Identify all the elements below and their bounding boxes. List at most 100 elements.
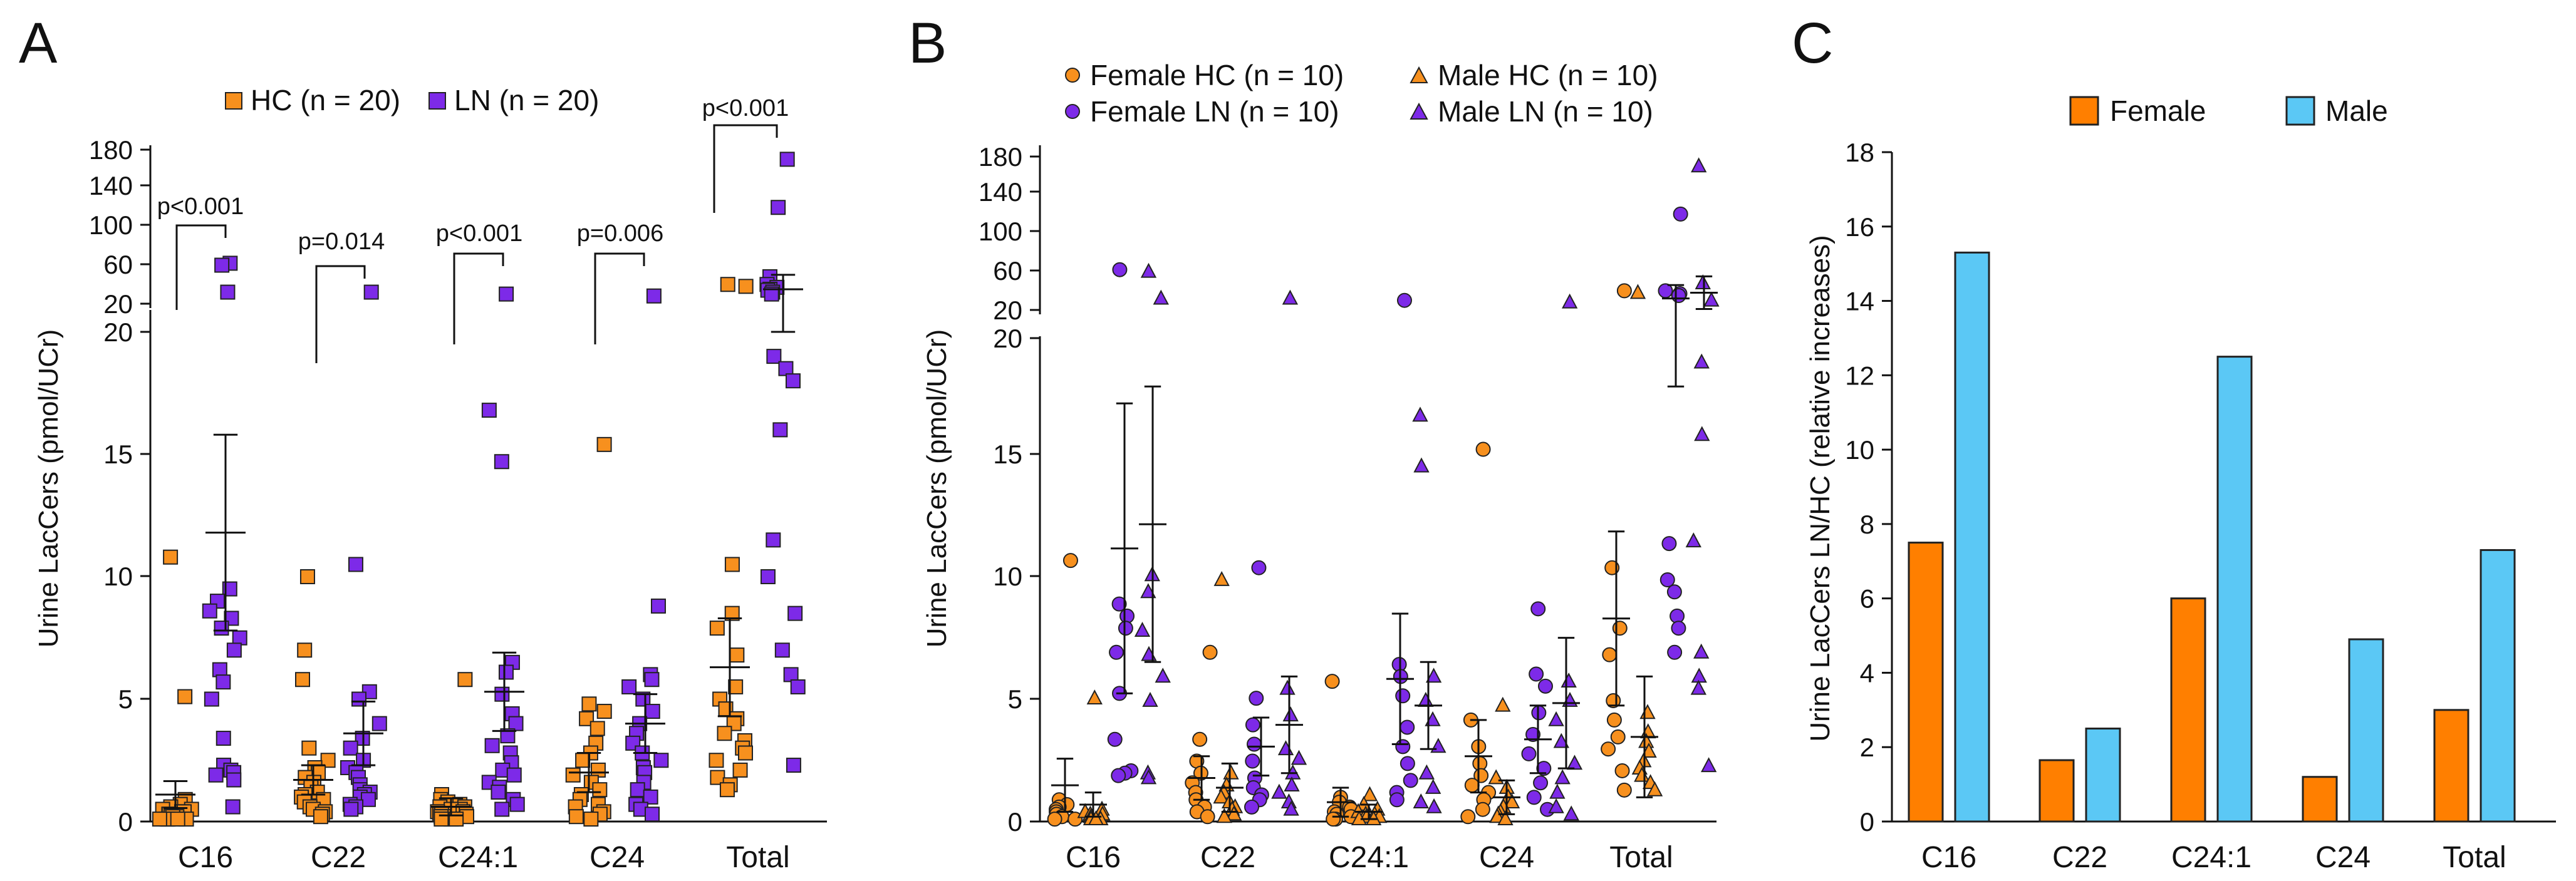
legend-male-swatch bbox=[2285, 96, 2315, 126]
bar-female bbox=[2433, 709, 2470, 823]
data-point-male-ln bbox=[1418, 691, 1434, 707]
data-point-female-hc bbox=[1614, 763, 1630, 778]
data-point-male-ln bbox=[1430, 738, 1446, 753]
data-point-male-hc bbox=[1640, 723, 1656, 739]
data-point-ln bbox=[644, 672, 660, 688]
data-point-male-ln bbox=[1284, 776, 1300, 792]
y-tick-label: 140 bbox=[979, 177, 1022, 207]
data-point-ln bbox=[360, 791, 376, 807]
legend-female-swatch bbox=[2069, 96, 2099, 126]
panel-a-pvalues: p<0.001 p=0.014 p<0.001 p=0.006 p<0.001 bbox=[157, 95, 789, 363]
mean-sem-hc bbox=[293, 764, 333, 796]
y-tick-label: 10 bbox=[1845, 435, 1874, 465]
y-tick-label: 140 bbox=[89, 171, 133, 200]
data-point-female-ln bbox=[1661, 536, 1677, 552]
data-point-female-hc bbox=[1602, 647, 1618, 662]
data-point-male-hc bbox=[1361, 786, 1378, 801]
data-point-male-ln bbox=[1291, 750, 1307, 765]
panel-b-y-ticks-upper: 20 60 100 140 180 bbox=[979, 142, 1040, 325]
data-point-ln bbox=[621, 679, 637, 694]
panel-a-y-axis-label: Urine LacCers (pmol/UCr) bbox=[33, 329, 64, 648]
y-tick-label: 20 bbox=[103, 289, 133, 319]
data-point-ln bbox=[208, 767, 224, 783]
data-point-female-hc bbox=[1324, 674, 1340, 689]
y-tick-label: 0 bbox=[1860, 807, 1874, 837]
data-point-female-hc bbox=[1475, 441, 1491, 457]
data-point-female-ln bbox=[1671, 621, 1686, 636]
data-point-hc bbox=[720, 277, 735, 292]
y-tick-label: 180 bbox=[979, 142, 1022, 172]
panel-c-y-ticks: 0 2 4 6 8 10 12 14 16 18 bbox=[1845, 138, 1892, 837]
mean-sem-female-hc bbox=[1327, 786, 1354, 818]
data-point-hc bbox=[313, 809, 328, 825]
data-point-ln bbox=[225, 799, 241, 815]
data-point-male-hc bbox=[1638, 733, 1654, 748]
data-point-hc bbox=[568, 809, 584, 825]
data-point-female-ln bbox=[1537, 678, 1553, 694]
y-tick-label: 10 bbox=[103, 562, 133, 591]
x-category-label: C24:1 bbox=[2171, 841, 2251, 874]
data-point-female-hc bbox=[1606, 712, 1622, 728]
data-point-ln bbox=[343, 740, 358, 756]
panel-b-marks bbox=[1047, 157, 1720, 827]
data-point-ln bbox=[653, 753, 669, 768]
data-point-hc bbox=[177, 689, 193, 704]
data-point-ln bbox=[766, 532, 781, 548]
mean-sem-ln bbox=[343, 700, 383, 766]
mean-sem-hc bbox=[155, 780, 195, 809]
data-point-male-ln bbox=[1418, 764, 1435, 780]
mean-sem-ln bbox=[484, 651, 524, 732]
data-point-hc bbox=[738, 279, 754, 294]
significance-bracket bbox=[175, 224, 227, 310]
mean-sem-male-hc bbox=[1493, 779, 1520, 815]
mean-sem-male-ln bbox=[1690, 275, 1718, 310]
mean-sem-hc bbox=[569, 752, 609, 793]
data-point-male-ln bbox=[1426, 798, 1442, 813]
x-category-label: C22 bbox=[311, 841, 366, 874]
data-point-male-hc bbox=[1213, 788, 1229, 804]
data-point-hc bbox=[709, 753, 724, 768]
data-point-male-ln bbox=[1134, 622, 1151, 637]
y-tick-label: 8 bbox=[1860, 510, 1874, 539]
mean-sem-male-hc bbox=[1216, 762, 1244, 813]
y-tick-label: 20 bbox=[993, 324, 1022, 353]
mean-sem-male-hc bbox=[1631, 675, 1658, 798]
mean-sem-male-ln bbox=[1415, 661, 1442, 750]
data-point-female-ln bbox=[1403, 773, 1418, 788]
data-point-female-ln bbox=[1521, 746, 1537, 761]
panel-a-axes: 0 5 10 15 20 20 60 100 140 180 C16 C22 bbox=[89, 135, 827, 874]
data-point-ln bbox=[214, 257, 230, 273]
data-point-ln bbox=[646, 288, 662, 304]
y-tick-label: 20 bbox=[993, 296, 1022, 325]
x-category-label: C16 bbox=[178, 841, 233, 874]
data-point-ln bbox=[491, 785, 506, 800]
y-tick-label: 12 bbox=[1845, 361, 1874, 390]
data-point-male-ln bbox=[1282, 289, 1299, 305]
data-point-hc bbox=[575, 753, 591, 768]
legend-hc-label: HC (n = 20) bbox=[251, 84, 400, 116]
data-point-hc bbox=[297, 642, 313, 658]
data-point-hc bbox=[457, 672, 473, 688]
data-point-male-ln bbox=[1279, 679, 1296, 695]
data-point-female-ln bbox=[1659, 572, 1675, 587]
data-point-hc bbox=[737, 745, 753, 761]
data-point-male-ln bbox=[1561, 672, 1577, 688]
y-tick-label: 18 bbox=[1845, 138, 1874, 167]
data-point-female-ln bbox=[1107, 731, 1123, 747]
panel-a: A Urine LacCers (pmol/UCr) HC (n = 20) L… bbox=[19, 11, 827, 874]
panel-letter-a: A bbox=[19, 11, 58, 75]
data-point-male-ln bbox=[1155, 667, 1171, 683]
x-category-label: C16 bbox=[1066, 841, 1121, 874]
mean-sem-ln bbox=[205, 433, 246, 632]
bar-female bbox=[2302, 776, 2338, 823]
legend-male-ln-marker bbox=[1410, 102, 1428, 120]
significance-bracket bbox=[453, 252, 504, 344]
data-point-male-hc bbox=[1216, 808, 1232, 823]
data-point-ln bbox=[348, 557, 363, 572]
panel-b-y-ticks-lower: 0 5 10 15 20 bbox=[993, 324, 1040, 837]
data-point-male-ln bbox=[1283, 800, 1299, 816]
data-point-male-ln bbox=[1277, 740, 1294, 756]
data-point-ln bbox=[226, 642, 242, 658]
panel-c-axes: 0 2 4 6 8 10 12 14 16 18 C16 C22 C24:1 C24 Total bbox=[1845, 138, 2556, 874]
x-category-label: Total bbox=[726, 841, 789, 874]
